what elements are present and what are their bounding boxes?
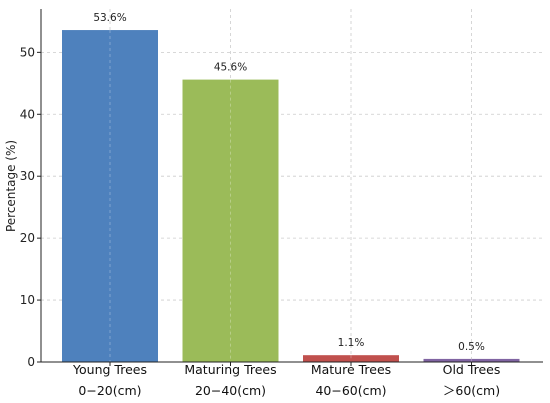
- y-tick-label: 30: [20, 169, 35, 183]
- x-tick-label: Young Trees: [72, 362, 147, 377]
- value-labels: 53.6% 45.6% 1.1% 0.5%: [93, 12, 485, 353]
- y-tick-label: 50: [20, 45, 35, 59]
- x-axis-labels: Young Trees 0−20(cm) Maturing Trees 20−40(c…: [72, 362, 500, 398]
- bar: [423, 358, 520, 362]
- x-tick-label: Mature Trees: [311, 362, 391, 377]
- x-tick-label-range: 20−40(cm): [195, 383, 266, 398]
- x-tick-label-range: ＞60(cm): [443, 383, 500, 398]
- data-label: 45.6%: [214, 62, 247, 74]
- data-label: 53.6%: [93, 12, 126, 24]
- x-tick-label-range: 0−20(cm): [78, 383, 141, 398]
- data-label: 1.1%: [338, 337, 365, 349]
- x-tick-label-range: 40−60(cm): [315, 383, 386, 398]
- y-tick-label: 20: [20, 231, 35, 245]
- bar: [62, 30, 158, 362]
- bar: [182, 79, 279, 362]
- bars: [62, 30, 520, 362]
- bar: [303, 355, 399, 362]
- axes: [40, 9, 543, 363]
- y-axis-label: Percentage (%): [4, 140, 18, 232]
- y-tick-label: 10: [20, 293, 35, 307]
- data-label: 0.5%: [458, 341, 485, 353]
- y-tick-label: 40: [20, 107, 35, 121]
- x-tick-label: Maturing Trees: [184, 362, 276, 377]
- y-axis-ticks: 0 10 20 30 40 50: [20, 45, 41, 369]
- y-tick-label: 0: [27, 355, 35, 369]
- x-tick-label: Old Trees: [443, 362, 501, 377]
